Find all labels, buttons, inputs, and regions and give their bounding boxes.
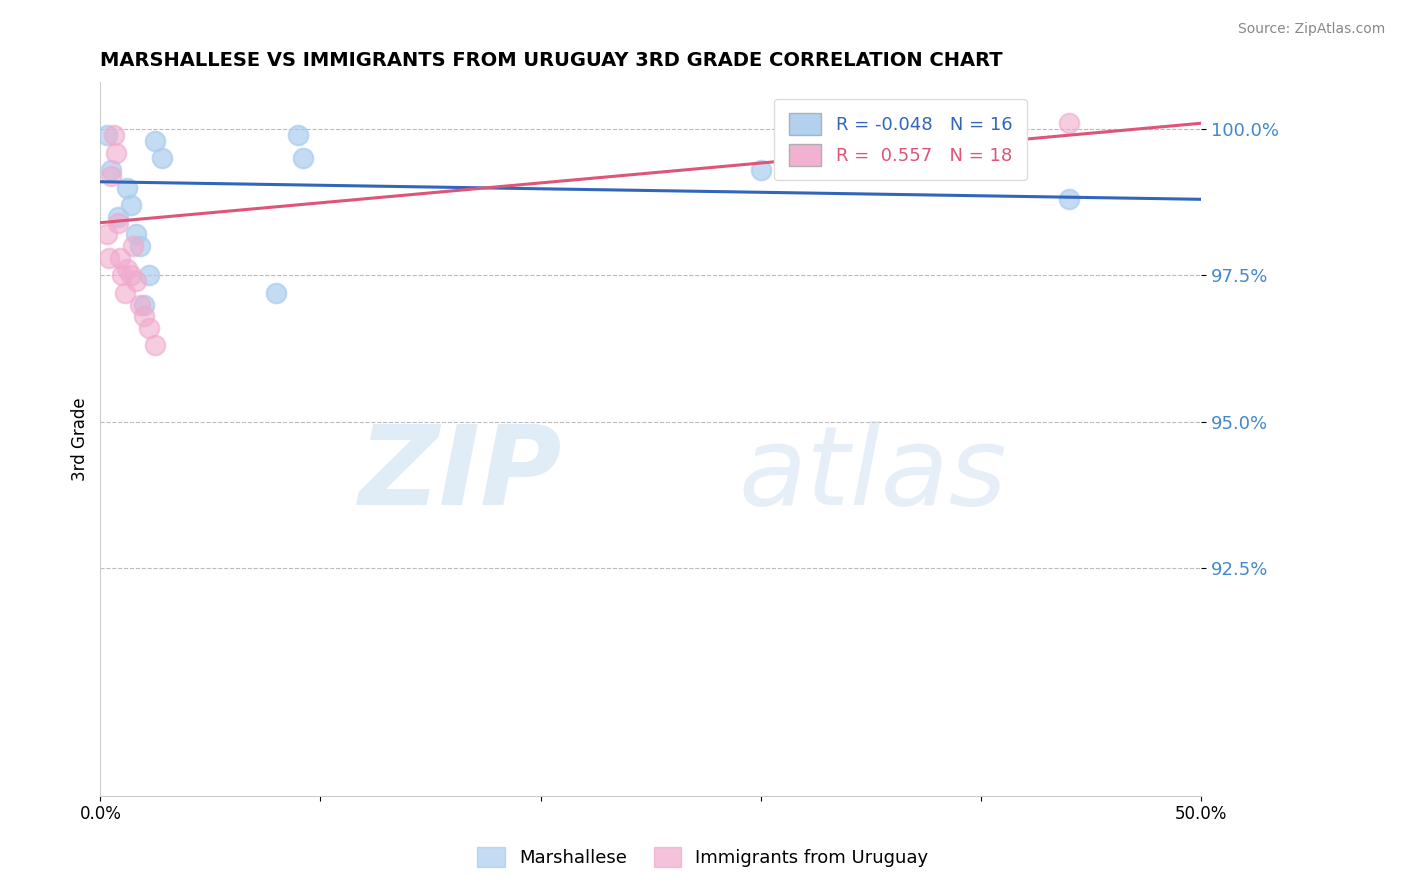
Point bbox=[96, 128, 118, 142]
Legend: Marshallese, Immigrants from Uruguay: Marshallese, Immigrants from Uruguay bbox=[470, 839, 936, 874]
Point bbox=[103, 128, 125, 142]
Point bbox=[124, 274, 146, 288]
Point bbox=[111, 268, 134, 283]
Point bbox=[129, 297, 152, 311]
Point bbox=[134, 310, 156, 324]
Text: MARSHALLESE VS IMMIGRANTS FROM URUGUAY 3RD GRADE CORRELATION CHART: MARSHALLESE VS IMMIGRANTS FROM URUGUAY 3… bbox=[100, 51, 1002, 70]
Point bbox=[108, 251, 131, 265]
Text: Source: ZipAtlas.com: Source: ZipAtlas.com bbox=[1237, 22, 1385, 37]
Point bbox=[129, 239, 152, 253]
Point bbox=[145, 338, 167, 352]
Point bbox=[1057, 116, 1080, 130]
Point bbox=[266, 285, 288, 300]
Point bbox=[100, 163, 122, 178]
Point bbox=[287, 128, 309, 142]
Text: ZIP: ZIP bbox=[359, 421, 562, 528]
Point bbox=[291, 152, 314, 166]
Point bbox=[107, 210, 129, 224]
Point bbox=[122, 239, 145, 253]
Point bbox=[138, 321, 160, 335]
Point bbox=[114, 285, 136, 300]
Text: atlas: atlas bbox=[738, 421, 1007, 528]
Point bbox=[138, 268, 160, 283]
Point bbox=[104, 145, 127, 160]
Legend: R = -0.048   N = 16, R =  0.557   N = 18: R = -0.048 N = 16, R = 0.557 N = 18 bbox=[775, 98, 1026, 180]
Point bbox=[120, 198, 142, 212]
Point bbox=[124, 227, 146, 242]
Point bbox=[115, 262, 138, 277]
Point bbox=[115, 180, 138, 194]
Point bbox=[749, 163, 772, 178]
Y-axis label: 3rd Grade: 3rd Grade bbox=[72, 397, 89, 481]
Point bbox=[96, 227, 118, 242]
Point bbox=[98, 251, 121, 265]
Point bbox=[150, 152, 173, 166]
Point bbox=[120, 268, 142, 283]
Point bbox=[1057, 192, 1080, 206]
Point bbox=[100, 169, 122, 183]
Point bbox=[145, 134, 167, 148]
Point bbox=[107, 216, 129, 230]
Point bbox=[134, 297, 156, 311]
